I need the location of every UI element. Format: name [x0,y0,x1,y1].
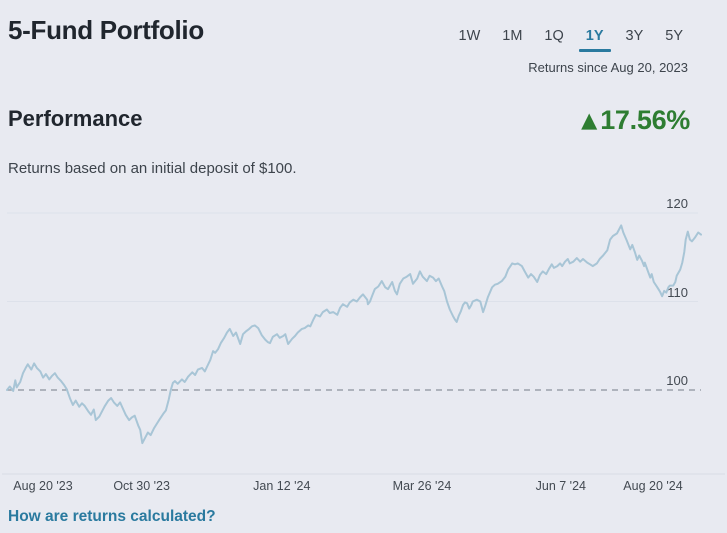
tab-3y[interactable]: 3Y [625,28,644,44]
performance-line-series [6,224,702,445]
y-tick-label-100: 100 [666,373,688,388]
y-tick-label-110: 110 [667,284,688,300]
up-triangle-icon: ▲ [581,107,598,132]
tab-1m[interactable]: 1M [502,28,523,44]
range-tab-bar: 1W 1M 1Q 1Y 3Y 5Y [459,27,684,45]
how-returns-calculated-link[interactable]: How are returns calculated? [8,508,216,525]
tab-1w[interactable]: 1W [458,28,481,44]
x-tick-label: Aug 20 '23 [13,479,73,493]
tab-1y[interactable]: 1Y [585,28,604,44]
performance-heading: Performance [8,106,143,131]
performance-change-value: 17.56% [600,104,690,135]
x-tick-label: Oct 30 '23 [113,479,170,493]
page-title: 5-Fund Portfolio [8,15,204,45]
chart-subtitle: Returns based on an initial deposit of $… [8,160,297,177]
tab-5y[interactable]: 5Y [665,28,683,44]
x-tick-label: Mar 26 '24 [392,479,452,493]
tab-1q[interactable]: 1Q [544,28,564,44]
x-tick-label: Aug 20 '24 [623,479,683,493]
returns-since-label: Returns since Aug 20, 2023 [528,60,688,75]
x-tick-label: Jan 12 '24 [253,479,311,493]
performance-change-badge: ▲ 17.56% [581,104,690,136]
y-tick-label-120: 120 [666,196,688,211]
x-tick-label: Jun 7 '24 [535,479,586,493]
